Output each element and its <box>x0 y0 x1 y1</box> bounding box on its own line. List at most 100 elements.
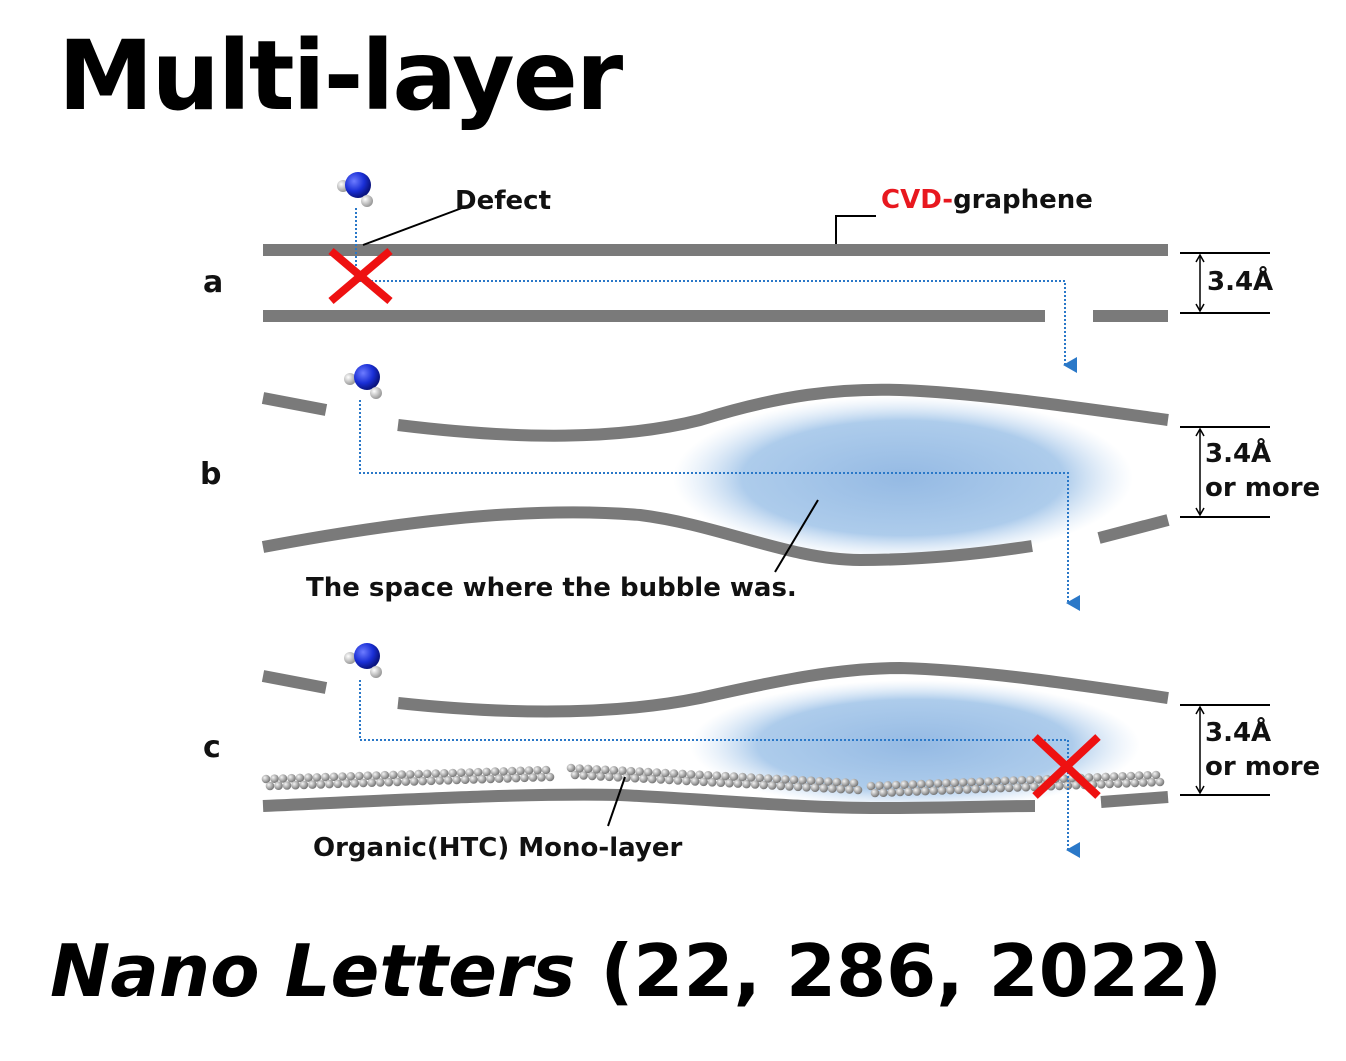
monolayer-bead <box>798 776 807 785</box>
monolayer-bead <box>545 772 555 782</box>
monolayer-bead <box>469 775 478 784</box>
monolayer-bead <box>942 778 951 788</box>
monolayer-bead <box>870 788 880 798</box>
monolayer-bead <box>904 787 913 796</box>
monolayer-bead <box>781 775 790 784</box>
monolayer-label: Organic(HTC) Mono-layer <box>313 833 682 863</box>
cvd-graphene-label: CVD-graphene <box>881 185 1093 215</box>
bubble <box>673 396 1133 560</box>
monolayer-bead <box>393 777 402 787</box>
monolayer-bead <box>270 774 279 783</box>
monolayer-bead <box>448 768 458 778</box>
monolayer-bead <box>789 775 799 785</box>
monolayer-bead <box>494 774 504 783</box>
monolayer-bead <box>841 778 850 787</box>
monolayer-bead <box>367 778 377 787</box>
monolayer-bead <box>1147 778 1156 787</box>
monolayer-bead <box>984 777 993 786</box>
monolayer-bead <box>1134 771 1144 780</box>
monolayer-bead <box>635 767 644 776</box>
monolayer-bead <box>524 766 534 775</box>
monolayer-bead <box>908 780 918 789</box>
monolayer-bead <box>917 779 926 789</box>
monolayer-bead <box>626 766 636 776</box>
monolayer-bead <box>716 778 726 787</box>
monolayer-bead <box>802 783 811 792</box>
monolayer-bead <box>819 783 828 793</box>
monolayer-bead <box>1026 775 1035 785</box>
monolayer-bead <box>465 768 474 777</box>
monolayer-bead <box>287 773 296 783</box>
monolayer-bead <box>473 767 483 777</box>
monolayer-bead <box>409 777 419 786</box>
monolayer-bead <box>520 773 529 783</box>
monolayer-bead <box>1004 783 1014 793</box>
monolayer-bead <box>291 780 300 790</box>
monolayer-bead <box>435 776 445 785</box>
monolayer-bead <box>967 777 976 787</box>
monolayer-bead <box>308 780 317 789</box>
monolayer-bead <box>1130 778 1140 788</box>
monolayer-bead <box>832 777 842 787</box>
monolayer-bead <box>605 772 614 782</box>
monolayer-bead <box>975 777 985 787</box>
monolayer-bead <box>533 766 542 775</box>
spacing-extra-b: or more <box>1205 473 1320 503</box>
monolayer-bead <box>742 779 751 789</box>
graphene-bottom-sheet-left <box>263 310 1045 322</box>
monolayer-bead <box>278 774 288 783</box>
monolayer-bead <box>1030 782 1039 792</box>
monolayer-bead <box>570 770 580 780</box>
monolayer-bead <box>401 777 411 786</box>
monolayer-bead <box>1034 775 1043 784</box>
monolayer-bead <box>824 777 833 786</box>
monolayer-bead <box>363 771 373 780</box>
monolayer-bead <box>490 767 500 776</box>
graphene-top-curved <box>397 661 1169 718</box>
monolayer-bead <box>376 778 385 787</box>
monolayer-bead <box>652 768 662 777</box>
monolayer-bead <box>486 774 495 784</box>
monolayer-bead <box>738 772 747 782</box>
monolayer-bead <box>661 768 670 778</box>
monolayer-bead <box>755 773 764 783</box>
monolayer-bead <box>759 780 768 790</box>
panel-a: a Defect CVD-graphene <box>203 172 1273 373</box>
monolayer-bead <box>929 786 938 795</box>
monolayer-bead <box>750 780 760 789</box>
panel-c: c Organic(HTC) Mono-layer 3.4Å or m <box>203 643 1320 863</box>
bubble-space-label: The space where the bubble was. <box>306 573 797 603</box>
monolayer-bead <box>815 776 824 786</box>
monolayer-bead <box>1105 779 1114 789</box>
monolayer-bead <box>426 776 436 786</box>
monolayer-bead <box>452 775 462 785</box>
monolayer-bead <box>431 769 441 778</box>
cvd-suffix: graphene <box>953 185 1093 215</box>
monolayer-bead <box>1101 772 1110 782</box>
spacing-label-b: 3.4Å <box>1205 437 1271 469</box>
monolayer-bead <box>312 773 322 782</box>
monolayer-bead <box>443 776 453 785</box>
monolayer-bead <box>1138 778 1148 787</box>
monolayer-bead <box>477 774 487 784</box>
monolayer-bead <box>1155 777 1165 787</box>
monolayer-bead <box>282 781 292 790</box>
page-title: Multi-layer <box>58 20 623 132</box>
monolayer-bead <box>946 785 955 795</box>
monolayer-bead <box>346 772 356 781</box>
monolayer-bead <box>1021 782 1031 792</box>
monolayer-bead <box>422 769 432 779</box>
monolayer-bead <box>853 785 863 795</box>
monolayer-bead <box>695 770 704 780</box>
monolayer-bead <box>849 778 859 788</box>
monolayer-bead <box>372 771 381 780</box>
monolayer-bead <box>703 771 713 780</box>
monolayer-bead <box>707 778 717 787</box>
graphene-top-sheet <box>263 244 1168 256</box>
monolayer-bead <box>1109 772 1119 781</box>
monolayer-bead <box>1000 776 1010 786</box>
monolayer-bead <box>733 779 743 788</box>
monolayer-bead <box>933 779 943 788</box>
graphene-top-curved <box>397 383 1169 442</box>
monolayer-bead <box>785 782 794 791</box>
